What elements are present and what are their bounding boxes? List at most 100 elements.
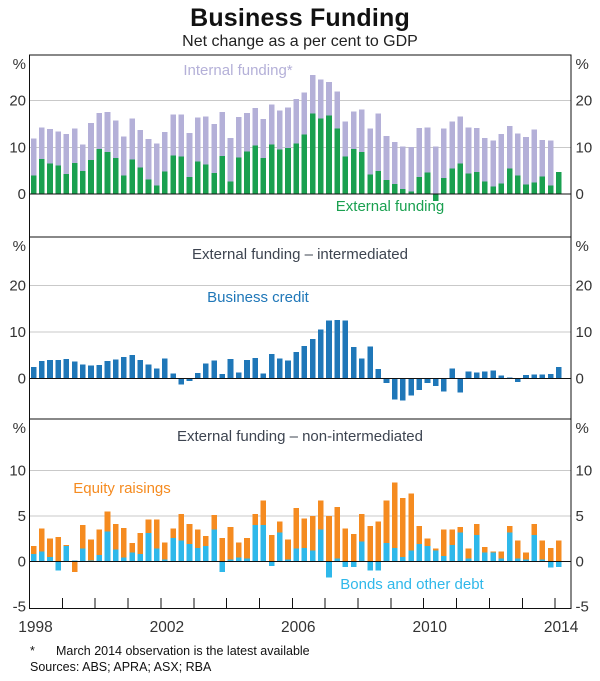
- bar-purple: [539, 139, 546, 177]
- bar-green: [547, 185, 554, 195]
- bar-blue: [137, 359, 144, 379]
- bar-blue: [350, 346, 357, 379]
- bar-orange: [367, 525, 373, 562]
- bar-purple: [219, 111, 226, 156]
- y-tick-label-left: 5: [18, 508, 26, 525]
- bar-orange: [424, 538, 431, 546]
- bar-blue: [145, 364, 152, 379]
- bar-green: [408, 191, 414, 195]
- bar-orange: [268, 535, 275, 562]
- bar-blue: [523, 374, 529, 379]
- bar-purple: [112, 120, 119, 159]
- bar-purple: [523, 137, 529, 185]
- bar-green: [63, 174, 70, 195]
- bar-lightblue: [227, 559, 234, 562]
- bar-orange: [219, 537, 226, 562]
- bar-blue: [416, 378, 423, 391]
- bar-lightblue: [334, 558, 341, 562]
- bar-green: [170, 155, 176, 195]
- bar-lightblue: [194, 547, 201, 562]
- bar-purple: [367, 128, 373, 175]
- bar-green: [186, 176, 193, 195]
- bar-green: [227, 181, 234, 195]
- footnote-marker: *: [30, 644, 35, 658]
- y-axis-unit-left: %: [13, 238, 26, 255]
- bar-purple: [80, 144, 86, 172]
- bar-lightblue: [63, 545, 70, 562]
- bar-blue: [473, 372, 480, 379]
- bar-lightblue: [252, 525, 258, 562]
- bar-orange: [539, 540, 546, 560]
- bar-green: [490, 186, 496, 195]
- bar-purple: [465, 127, 472, 174]
- bar-purple: [375, 113, 382, 172]
- panel-title-non-intermediated: External funding – non-intermediated: [177, 428, 423, 445]
- bar-orange: [244, 537, 250, 559]
- bar-lightblue: [523, 559, 529, 562]
- bar-purple: [252, 108, 258, 146]
- bar-lightblue: [268, 561, 275, 566]
- bar-green: [309, 113, 316, 195]
- bar-purple: [55, 131, 62, 166]
- bar-blue: [309, 338, 316, 379]
- bar-blue: [424, 378, 431, 384]
- bar-orange: [408, 493, 414, 551]
- x-year-label: 2002: [150, 619, 184, 636]
- bar-green: [359, 152, 365, 195]
- bar-lightblue: [145, 533, 152, 562]
- bar-orange: [318, 500, 324, 530]
- bar-purple: [432, 146, 439, 195]
- bar-lightblue: [285, 559, 291, 562]
- bar-green: [39, 159, 45, 195]
- bar-orange: [55, 536, 62, 562]
- bar-green: [96, 148, 103, 195]
- bar-orange: [71, 561, 78, 573]
- bar-purple: [514, 133, 521, 176]
- x-year-label: 2014: [544, 619, 579, 636]
- bar-purple: [170, 114, 176, 156]
- y-tick-label-right: 10: [576, 324, 593, 341]
- bar-blue: [547, 373, 554, 379]
- bar-purple: [441, 128, 447, 179]
- bar-purple: [137, 130, 144, 168]
- bar-purple: [408, 146, 414, 192]
- bar-purple: [88, 123, 94, 160]
- bar-lightblue: [441, 555, 447, 562]
- bar-lightblue: [309, 550, 316, 562]
- bar-green: [498, 183, 505, 195]
- bar-green: [432, 194, 439, 202]
- bar-orange: [129, 543, 135, 553]
- bar-orange: [293, 507, 299, 549]
- bar-orange: [400, 497, 406, 557]
- bar-orange: [416, 525, 423, 545]
- y-axis-unit-right: %: [576, 56, 589, 73]
- bar-orange: [260, 500, 267, 526]
- bar-purple: [145, 139, 152, 180]
- bar-purple: [227, 138, 234, 182]
- bar-blue: [375, 369, 382, 379]
- bar-purple: [244, 112, 250, 152]
- bar-blue: [203, 363, 209, 379]
- bar-orange: [137, 533, 144, 555]
- bar-green: [219, 155, 226, 195]
- bar-green: [137, 167, 144, 195]
- bar-green: [416, 176, 423, 195]
- bar-purple: [129, 118, 135, 160]
- y-tick-label-right: 20: [576, 93, 593, 110]
- bar-orange: [162, 542, 168, 560]
- y-tick-label-right: 0: [576, 186, 584, 203]
- bar-blue: [334, 319, 341, 379]
- bar-orange: [194, 529, 201, 548]
- bar-orange: [326, 516, 332, 562]
- bar-orange: [350, 534, 357, 562]
- bar-lightblue: [514, 558, 521, 562]
- bar-blue: [178, 378, 185, 385]
- bar-blue: [498, 375, 505, 379]
- y-tick-label-right: 0: [576, 553, 584, 570]
- bar-orange: [153, 519, 160, 549]
- bar-lightblue: [555, 561, 562, 567]
- bar-orange: [441, 529, 447, 556]
- bar-orange: [457, 526, 464, 533]
